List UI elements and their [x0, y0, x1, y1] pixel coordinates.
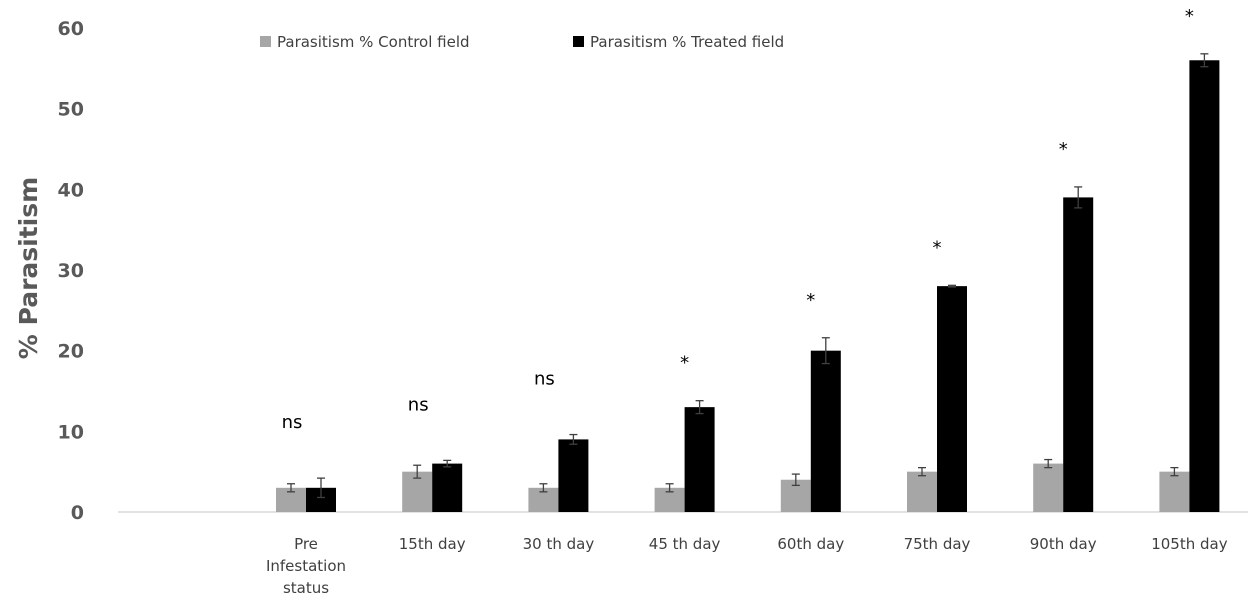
significance-label: *: [933, 237, 942, 258]
y-tick-label: 60: [58, 18, 84, 40]
legend-swatch: [573, 36, 584, 47]
bars: [276, 60, 1220, 513]
significance-label: *: [680, 353, 689, 374]
category-label: 30 th day: [523, 535, 595, 553]
y-tick-label: 10: [58, 421, 84, 443]
bar-control: [907, 471, 937, 512]
significance-label: *: [1059, 139, 1068, 160]
legend-swatch: [260, 36, 271, 47]
y-tick-label: 30: [58, 260, 84, 282]
bar-treated: [1189, 60, 1220, 513]
legend: Parasitism % Control field Parasitism % T…: [260, 33, 784, 51]
significance-label: *: [806, 290, 815, 311]
y-axis-ticks: 0 10 20 30 40 50 60: [58, 18, 84, 524]
significance-label: ns: [534, 369, 555, 390]
significance-labels: ns ns ns * * * * *: [282, 6, 1194, 433]
bar-treated: [684, 407, 715, 512]
legend-label: Parasitism % Treated field: [590, 33, 784, 51]
y-tick-label: 0: [71, 502, 84, 524]
category-label: 75th day: [904, 535, 971, 553]
category-label: 105th day: [1151, 535, 1228, 553]
error-bars: [287, 53, 1209, 499]
significance-label: ns: [408, 394, 429, 415]
x-axis-categories: Pre Infestation status 15th day 30 th day 45 …: [266, 535, 1228, 597]
bar-treated: [937, 286, 967, 512]
category-label: 60th day: [777, 535, 844, 553]
legend-label: Parasitism % Control field: [277, 33, 470, 51]
category-label: 15th day: [399, 535, 466, 553]
significance-label: ns: [282, 412, 303, 433]
y-axis-title: % Parasitism: [14, 177, 43, 359]
bar-treated: [1063, 197, 1094, 512]
bar-treated: [432, 463, 463, 512]
y-tick-label: 20: [58, 341, 84, 363]
category-label: Pre Infestation status: [266, 535, 346, 597]
bar-treated: [810, 350, 841, 512]
category-label: 90th day: [1030, 535, 1097, 553]
bar-treated: [558, 439, 589, 512]
bar-control: [1159, 471, 1190, 512]
y-tick-label: 40: [58, 179, 84, 201]
y-tick-label: 50: [58, 99, 84, 121]
significance-label: *: [1185, 6, 1194, 27]
category-label: 45 th day: [649, 535, 721, 553]
bar-control: [1033, 463, 1064, 512]
